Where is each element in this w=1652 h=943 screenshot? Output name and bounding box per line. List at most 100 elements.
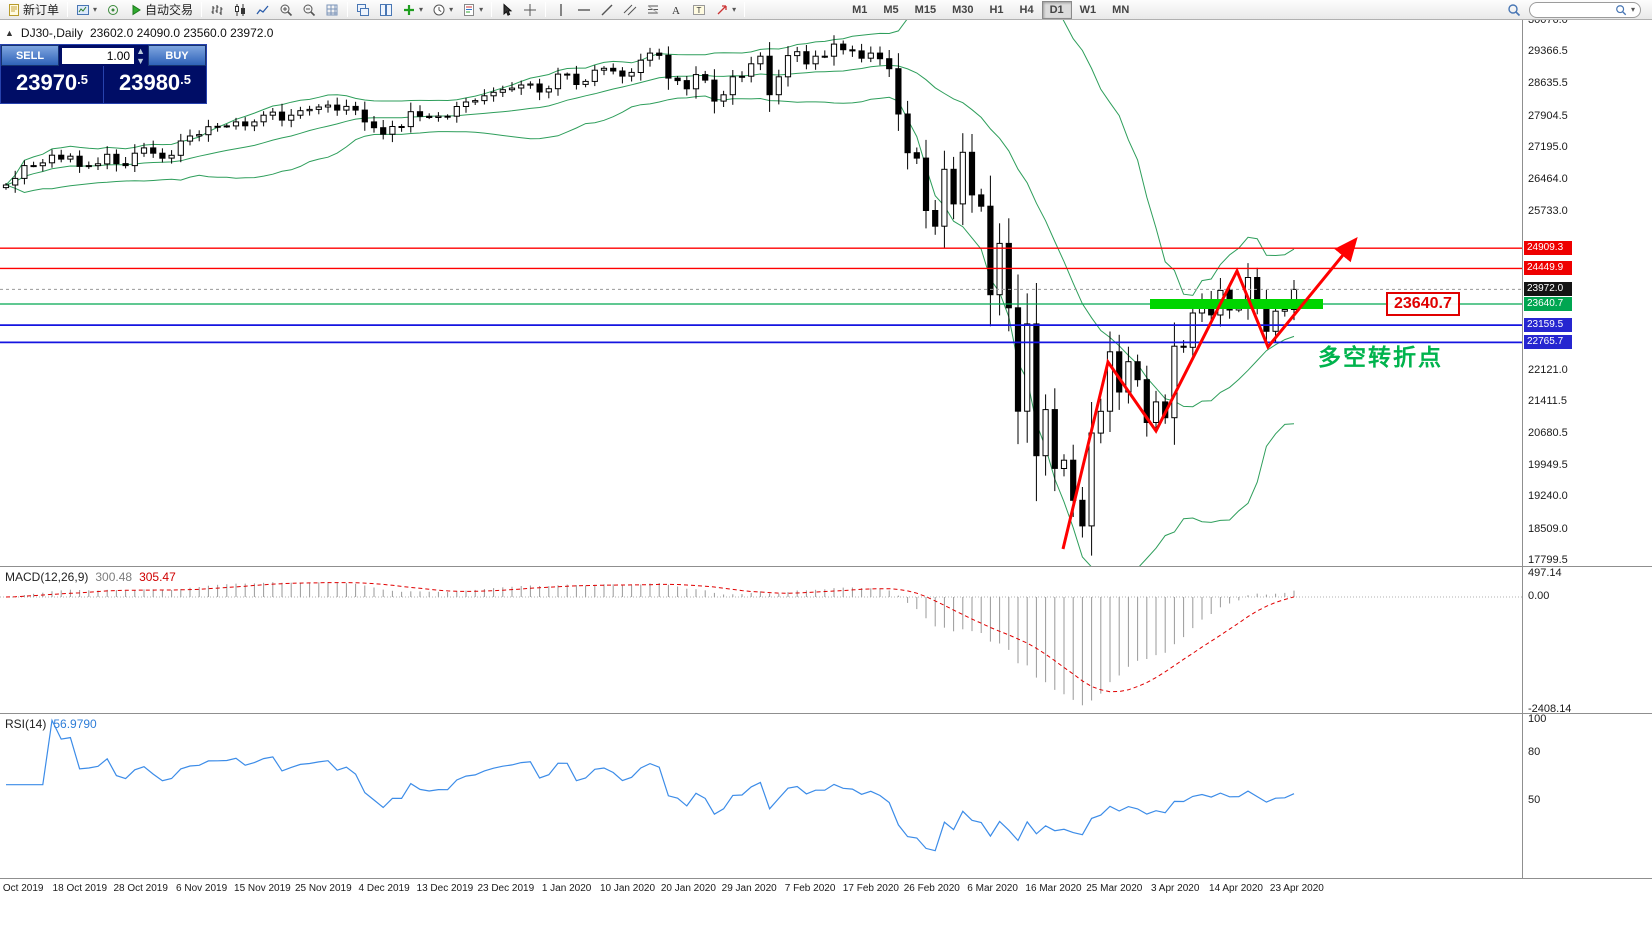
crosshair-button[interactable] [519, 1, 541, 19]
horizontal-line-button[interactable] [573, 1, 595, 19]
panel-splitter[interactable] [0, 713, 1652, 714]
macd-name: MACD(12,26,9) [5, 570, 89, 584]
price-tick: 19949.5 [1528, 459, 1568, 472]
volume-value[interactable]: 1.00 [62, 47, 135, 64]
time-axis[interactable]: 9 Oct 2019 18 Oct 2019 28 Oct 2019 6 Nov 20… [0, 879, 1522, 903]
arrows-button[interactable]: ▾ [711, 1, 740, 19]
rsi-chart[interactable] [0, 714, 1522, 878]
timeframe-button-mn[interactable]: MN [1112, 3, 1130, 16]
buy-button[interactable]: BUY [148, 45, 206, 66]
price-tick: 21411.5 [1528, 395, 1567, 407]
date-label: 9 Oct 2019 [0, 883, 44, 894]
price-tick: 28635.5 [1528, 77, 1568, 90]
date-label: 17 Feb 2020 [842, 883, 899, 894]
auto-trading-button[interactable]: 自动交易 [125, 1, 197, 19]
equidistant-channel-button[interactable] [619, 1, 641, 19]
symbol-search-box[interactable]: ▾ [1529, 1, 1641, 18]
date-label: 15 Nov 2019 [234, 883, 291, 894]
date-label: 6 Mar 2020 [967, 883, 1018, 894]
market-watch-button[interactable] [102, 1, 124, 19]
cursor-icon [503, 2, 513, 16]
text-button[interactable]: A [665, 1, 687, 19]
macd-histogram [14, 582, 1295, 706]
dropdown-caret-icon: ▾ [479, 5, 484, 14]
trend-arrow-annotation[interactable] [1061, 237, 1358, 550]
candlestick-chart[interactable] [0, 20, 1522, 566]
new-order-button[interactable]: 新订单 [3, 1, 63, 19]
templates-button[interactable]: ▾ [458, 1, 487, 19]
zoom-in-button[interactable] [275, 1, 297, 19]
symbol-name: DJ30-,Daily [20, 26, 83, 40]
date-label: 18 Oct 2019 [52, 883, 108, 894]
dropdown-caret-icon: ▾ [732, 5, 737, 14]
date-label: 10 Jan 2020 [599, 883, 656, 894]
macd-chart[interactable] [0, 567, 1522, 713]
sell-price[interactable]: 23970.5 [15, 70, 89, 95]
date-label: 29 Jan 2020 [721, 883, 777, 894]
search-button[interactable] [1503, 1, 1525, 19]
date-label: 13 Dec 2019 [416, 883, 474, 894]
volume-field[interactable]: 1.00 ▲ ▼ [59, 45, 148, 66]
arrows-icon [717, 4, 727, 14]
timeframe-button-m1[interactable]: M1 [852, 3, 868, 16]
fibonacci-icon [647, 5, 659, 13]
equidistant-channel-icon [623, 4, 637, 15]
timeframe-selector: M1 M5 M15 M30 H1 H4 D1 W1 MN [844, 0, 1137, 19]
price-tag: 23640.7 [1524, 297, 1572, 311]
rsi-panel: RSI(14) 56.9790 [0, 714, 1522, 878]
timeframe-button-h4[interactable]: H4 [1019, 3, 1034, 16]
timeframe-button-w1[interactable]: W1 [1079, 3, 1097, 16]
add-indicator-button[interactable]: ▾ [398, 1, 427, 19]
svg-text:T: T [697, 6, 702, 15]
turning-point-annotation[interactable]: 多空转折点 [1318, 345, 1443, 371]
one-click-trading-widget: SELL 1.00 ▲ ▼ BUY 23970.5 23980.5 [0, 44, 207, 104]
panel-splitter[interactable] [0, 566, 1652, 567]
text-label-icon: T [693, 4, 706, 15]
vertical-line-button[interactable] [550, 1, 572, 19]
price-axis[interactable]: 30076.0 29366.5 28635.5 27904.5 27195.0 26464… [1522, 14, 1652, 879]
zoom-out-button[interactable] [298, 1, 320, 19]
volume-spinner-icon[interactable]: ▲ ▼ [136, 45, 145, 66]
timeframe-button-m15[interactable]: M15 [914, 3, 937, 16]
timeframe-button-d1[interactable]: D1 [1041, 0, 1072, 19]
support-price-callout[interactable]: 23640.7 [1386, 292, 1460, 316]
chart-window-button[interactable]: ▾ [72, 1, 101, 19]
support-zone-bar[interactable] [1150, 299, 1323, 309]
arrange-windows-button[interactable] [352, 1, 374, 19]
grid-button[interactable] [321, 1, 343, 19]
timeframe-button-m5[interactable]: M5 [883, 3, 899, 16]
arrange-windows-icon [357, 3, 370, 16]
price-tick: 22121.0 [1528, 363, 1568, 376]
fibonacci-button[interactable] [642, 1, 664, 19]
sell-button[interactable]: SELL [1, 45, 59, 66]
date-label: 4 Dec 2019 [358, 883, 410, 894]
date-label: 28 Oct 2019 [113, 883, 168, 894]
toolbar-separator [545, 2, 547, 17]
price-tick: 26464.0 [1528, 172, 1568, 185]
candlestick-series [2, 35, 1298, 556]
panel-splitter[interactable] [0, 878, 1652, 879]
candlestick-chart-button[interactable] [229, 1, 251, 19]
dropdown-caret-icon: ▾ [1630, 5, 1635, 14]
cursor-button[interactable] [496, 1, 518, 19]
vertical-line-icon [560, 3, 562, 16]
text-label-button[interactable]: T [688, 1, 710, 19]
price-tick: 17799.5 [1528, 553, 1568, 566]
tile-windows-button[interactable] [375, 1, 397, 19]
bar-chart-button[interactable] [206, 1, 228, 19]
price-tag: 22765.7 [1524, 335, 1572, 350]
timeframe-button-m30[interactable]: M30 [952, 3, 974, 16]
buy-price[interactable]: 23980.5 [103, 66, 206, 103]
toolbar-separator [67, 2, 69, 17]
periods-button[interactable]: ▾ [428, 1, 457, 19]
price-tick: 27195.0 [1528, 140, 1568, 153]
horizontal-line-icon [578, 8, 591, 11]
search-input[interactable] [1535, 3, 1612, 16]
timeframe-button-h1[interactable]: H1 [989, 3, 1004, 16]
trendline-button[interactable] [596, 1, 618, 19]
date-label: 1 Jan 2020 [541, 883, 592, 894]
crosshair-icon [524, 3, 537, 16]
line-chart-button[interactable] [252, 1, 274, 19]
price-tag: 24909.3 [1524, 241, 1572, 256]
